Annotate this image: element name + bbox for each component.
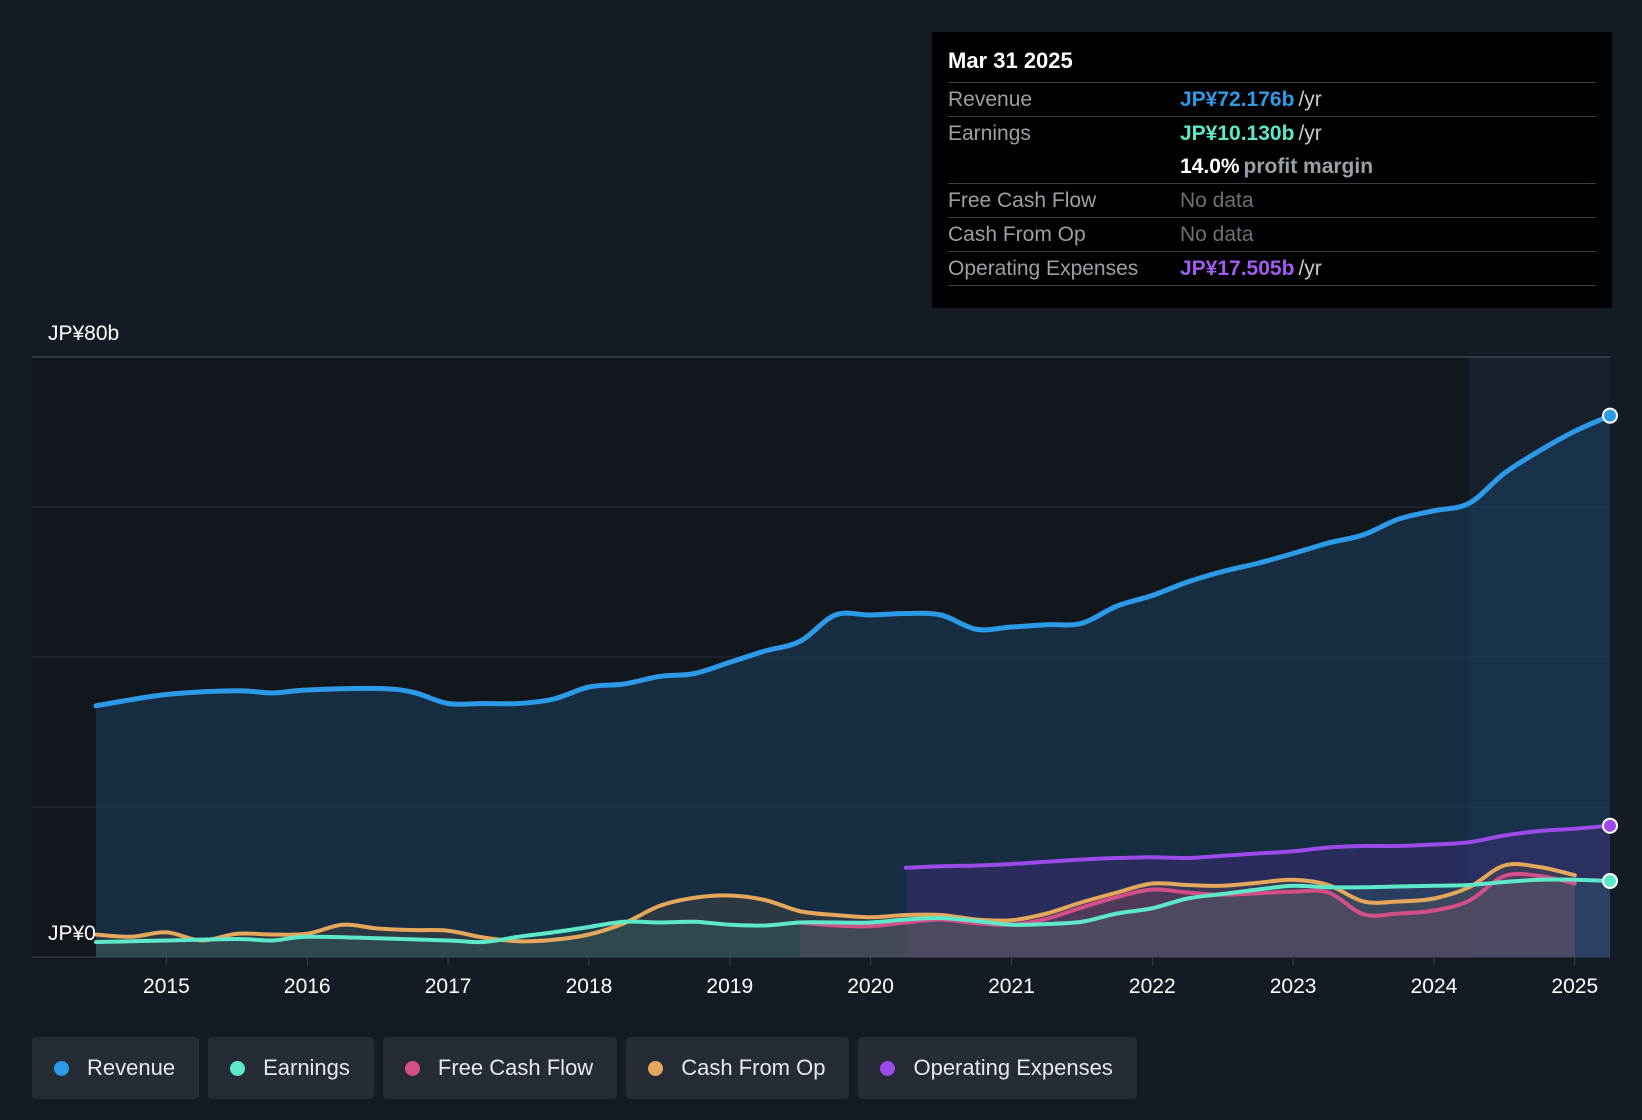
revenue-area — [96, 415, 1610, 957]
tooltip-panel: Mar 31 2025 Revenue JP¥72.176b/yr Earnin… — [932, 32, 1612, 308]
tooltip-revenue-label: Revenue — [948, 88, 1033, 111]
earnings-end-marker — [1602, 873, 1618, 890]
x-tick-label: 2024 — [1411, 975, 1458, 998]
legend-dot-revenue — [54, 1060, 69, 1076]
y-axis-bottom-label: JP¥0 — [48, 922, 96, 945]
tooltip-margin-value: 14.0% — [1180, 155, 1240, 178]
x-axis-ticks: 2015 2016 2017 2018 2019 2020 2021 2022 2023 2024… — [143, 957, 1598, 998]
legend-label-cash-from-op: Cash From Op — [681, 1055, 826, 1080]
revenue-line — [93, 413, 1613, 709]
legend-dot-earnings — [230, 1060, 246, 1076]
opex-line — [903, 823, 1612, 870]
y-axis-top-label: JP¥80b — [48, 322, 119, 345]
series-lines — [93, 413, 1613, 945]
tooltip-revenue-value: JP¥72.176b — [1180, 88, 1295, 111]
end-markers — [1602, 407, 1618, 890]
legend-dot-operating-expenses — [880, 1060, 896, 1076]
legend-dot-cash-from-op — [648, 1060, 664, 1076]
x-tick-label: 2018 — [566, 975, 613, 998]
tooltip-fcf-label: Free Cash Flow — [948, 189, 1097, 212]
x-tick-label: 2015 — [143, 975, 190, 998]
tooltip-cfo-label: Cash From Op — [948, 223, 1086, 246]
x-tick-label: 2025 — [1551, 975, 1598, 998]
tooltip-cfo-value: No data — [1180, 223, 1254, 246]
tooltip-date: Mar 31 2025 — [948, 48, 1073, 73]
x-tick-label: 2022 — [1129, 975, 1176, 998]
x-tick-label: 2019 — [706, 975, 753, 998]
x-tick-label: 2023 — [1270, 975, 1317, 998]
legend-item-cash-from-op[interactable]: Cash From Op — [626, 1037, 850, 1099]
legend-item-earnings[interactable]: Earnings — [208, 1037, 374, 1099]
x-tick-label: 2020 — [847, 975, 894, 998]
tooltip-opex-label: Operating Expenses — [948, 257, 1139, 280]
gridlines — [32, 356, 1610, 958]
legend-label-earnings: Earnings — [263, 1055, 350, 1080]
tooltip-opex-value: JP¥17.505b — [1180, 257, 1295, 280]
tooltip-opex-unit: /yr — [1298, 257, 1322, 280]
earnings-area — [96, 879, 1610, 957]
tooltip-fcf-value: No data — [1180, 189, 1254, 212]
cfo-line — [94, 862, 1577, 944]
tooltip-earnings-value: JP¥10.130b — [1180, 122, 1295, 145]
legend-item-free-cash-flow[interactable]: Free Cash Flow — [382, 1037, 618, 1099]
legend-item-operating-expenses[interactable]: Operating Expenses — [858, 1037, 1137, 1099]
legend-label-revenue: Revenue — [87, 1055, 176, 1080]
tooltip-revenue-unit: /yr — [1298, 88, 1322, 111]
legend-label-operating-expenses: Operating Expenses — [913, 1055, 1113, 1080]
earnings-line — [94, 877, 1612, 945]
opex-end-marker — [1602, 817, 1618, 834]
tooltip-earnings-label: Earnings — [948, 122, 1031, 145]
tooltip-earnings-unit: /yr — [1298, 122, 1322, 145]
tooltip-margin-text: profit margin — [1243, 155, 1374, 178]
x-tick-label: 2016 — [284, 975, 331, 998]
revenue-end-marker — [1602, 407, 1618, 424]
legend: Revenue Earnings Free Cash Flow Cash Fro… — [32, 1037, 1137, 1099]
x-tick-label: 2017 — [425, 975, 472, 998]
x-tick-label: 2021 — [988, 975, 1035, 998]
legend-dot-free-cash-flow — [404, 1060, 420, 1076]
legend-label-free-cash-flow: Free Cash Flow — [437, 1055, 594, 1080]
fcf-area — [800, 873, 1575, 957]
legend-item-revenue[interactable]: Revenue — [32, 1037, 200, 1099]
